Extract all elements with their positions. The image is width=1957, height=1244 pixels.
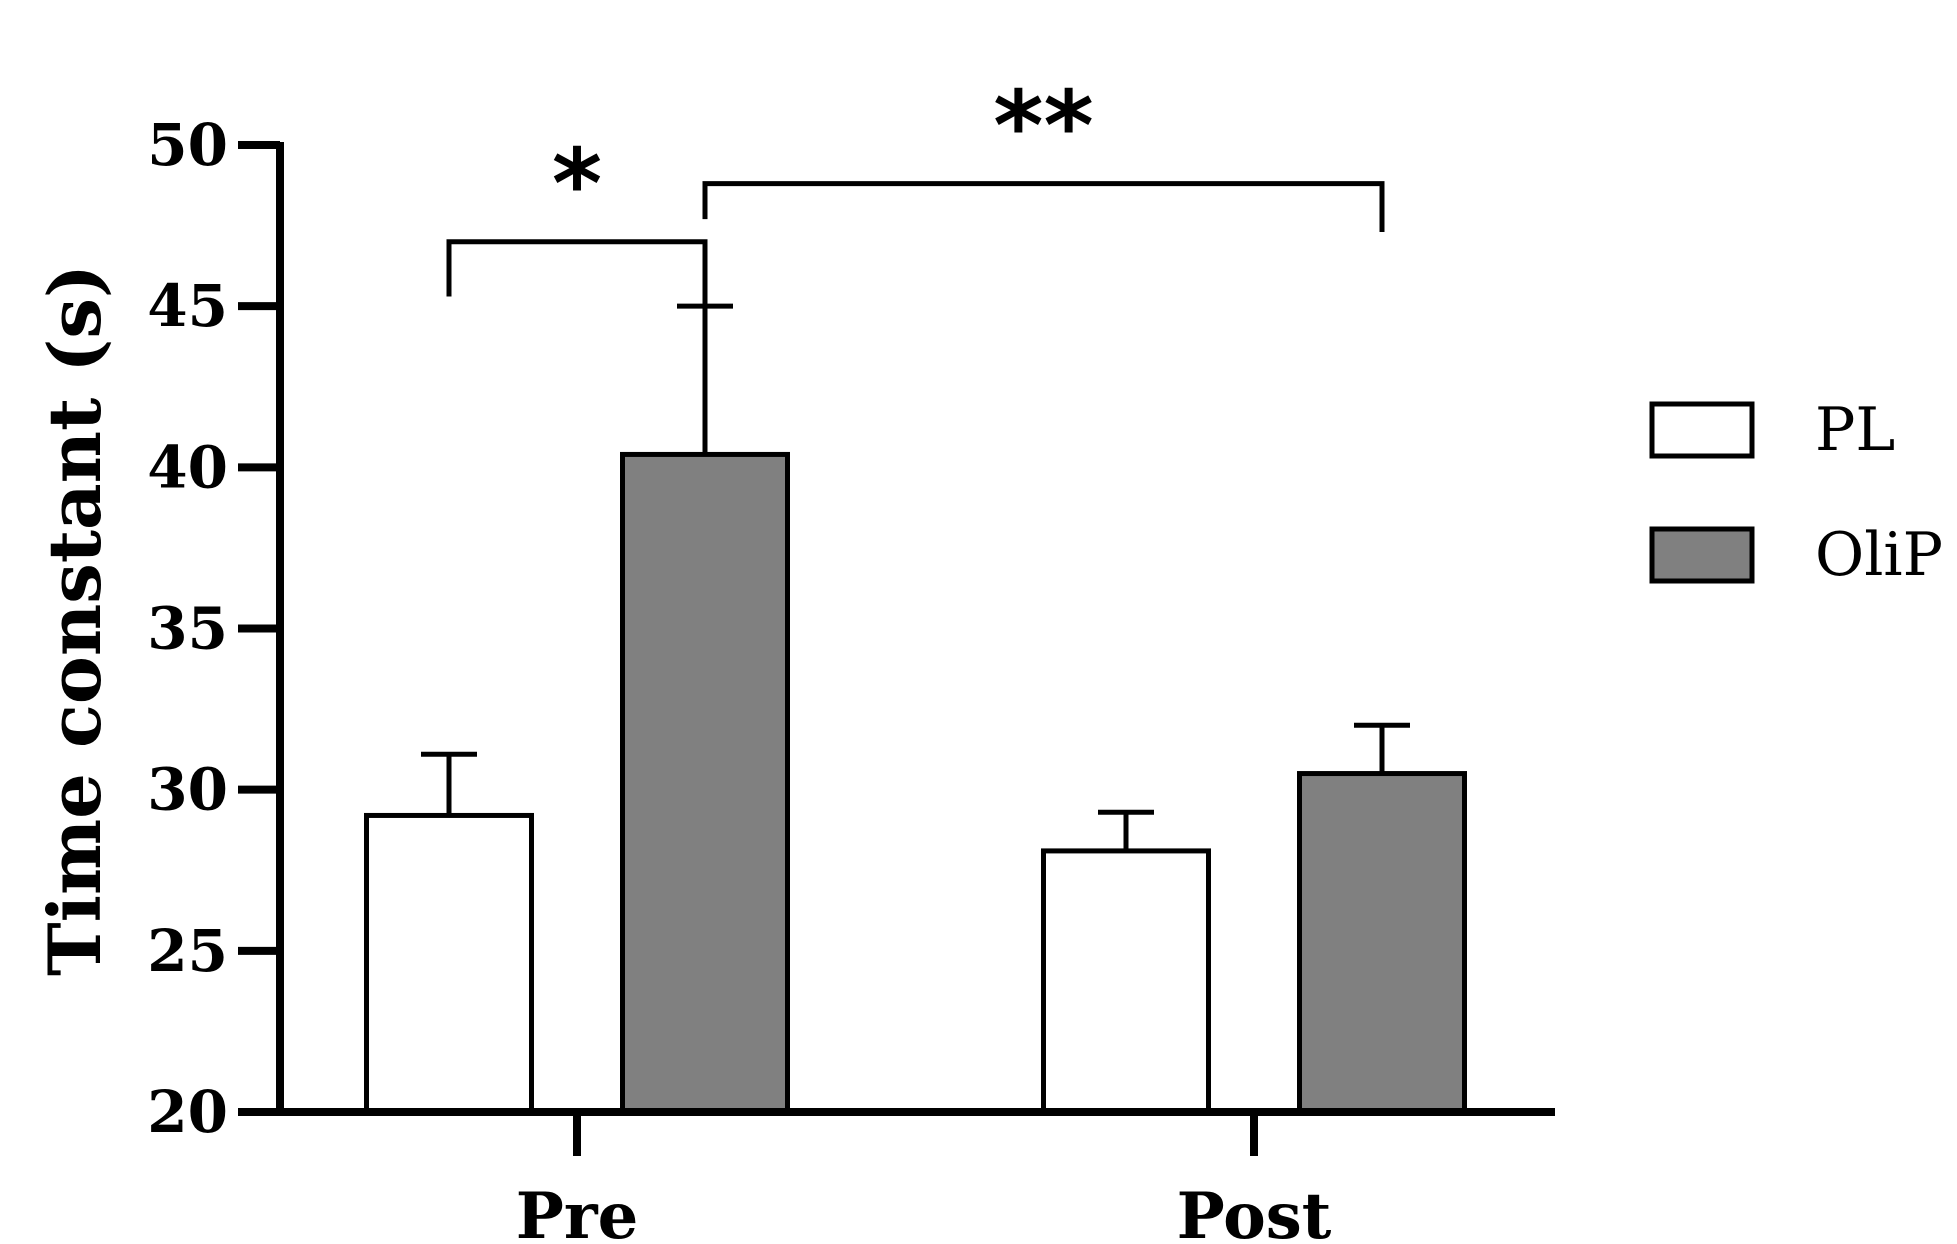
legend-swatch-olip [1649, 526, 1755, 584]
x-category-label: Post [1177, 1179, 1332, 1244]
bar-pl-pre [364, 812, 534, 1115]
y-axis-title: Time constant (s) [32, 264, 117, 976]
y-tick-label: 35 [147, 595, 228, 663]
bar-olip-post [1297, 771, 1467, 1115]
legend-label-pl: PL [1815, 395, 1895, 465]
significance-annotations: *** [446, 70, 1385, 307]
y-tick-label: 40 [147, 433, 228, 501]
significance-label: * [552, 128, 602, 240]
y-tick-label: 50 [147, 111, 228, 179]
y-axis-title-group: Time constant (s) [32, 264, 117, 976]
bar-pl-post [1041, 848, 1211, 1115]
bar-olip-pre [620, 451, 790, 1115]
legend-label-olip: OliP [1815, 520, 1943, 590]
bars [364, 451, 1467, 1115]
y-tick-label: 30 [147, 756, 228, 824]
axes [276, 142, 1555, 1156]
category-labels: Pre Post [516, 1179, 1332, 1244]
significance-label: ** [993, 70, 1093, 182]
y-tick-label: 45 [147, 272, 228, 340]
y-tick-label: 20 [147, 1078, 228, 1146]
legend: PL OliP [1649, 395, 1943, 590]
y-tick-label: 25 [147, 917, 228, 985]
x-category-label: Pre [516, 1179, 639, 1244]
y-axis-ticks: 20 25 30 35 40 45 50 [147, 111, 280, 1146]
error-bars [421, 303, 1410, 851]
significance-bracket [446, 239, 708, 307]
legend-swatch-pl [1649, 401, 1755, 459]
significance-bracket [702, 181, 1385, 233]
